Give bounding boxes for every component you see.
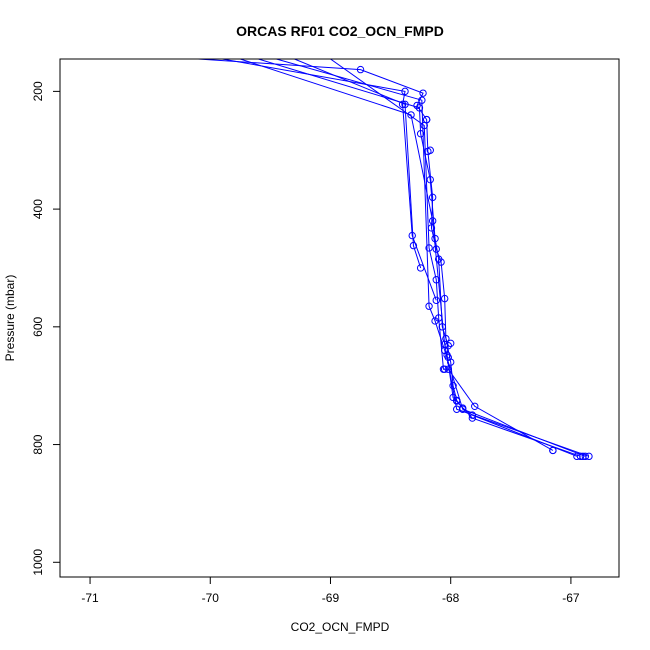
- data-point: [425, 302, 433, 310]
- chart-title: ORCAS RF01 CO2_OCN_FMPD: [236, 23, 444, 39]
- data-point: [444, 353, 452, 362]
- series-line: [330, 59, 554, 451]
- data-point: [418, 96, 426, 104]
- y-tick-label: 400: [31, 199, 45, 219]
- data-point: [428, 217, 437, 225]
- data-point: [398, 100, 407, 109]
- series-line: [240, 59, 590, 457]
- data-point: [471, 402, 479, 410]
- x-tick-label: -67: [562, 591, 580, 605]
- data-point: [409, 241, 418, 250]
- series-line: [276, 59, 586, 457]
- data-point: [453, 397, 461, 405]
- data-point: [401, 87, 409, 96]
- data-point: [413, 101, 421, 110]
- data-point: [579, 452, 587, 461]
- x-tick-label: -69: [322, 591, 340, 605]
- data-point: [419, 89, 427, 97]
- data-point: [415, 104, 424, 112]
- y-axis: 200 400 600 800 1000: [31, 81, 60, 576]
- y-axis-label: Pressure (mbar): [3, 275, 17, 362]
- data-point: [428, 193, 437, 202]
- x-tick-label: -68: [442, 591, 460, 605]
- data-point: [431, 317, 439, 325]
- x-tick-label: -71: [81, 591, 99, 605]
- plot-frame: [59, 58, 620, 578]
- y-tick-label: 200: [31, 81, 45, 101]
- plot-area: [198, 59, 593, 461]
- data-point: [432, 296, 440, 305]
- series-line: [258, 59, 581, 457]
- data-point: [422, 115, 431, 124]
- data-point: [446, 339, 455, 348]
- data-point: [416, 130, 425, 138]
- y-tick-label: 800: [31, 434, 45, 454]
- data-point: [440, 365, 449, 373]
- data-point: [434, 255, 443, 263]
- data-point: [407, 111, 415, 119]
- data-point: [425, 244, 433, 252]
- data-point: [416, 264, 425, 272]
- data-point: [356, 65, 365, 74]
- data-point: [440, 294, 449, 303]
- series-line: [294, 59, 422, 269]
- data-point: [453, 405, 461, 413]
- data-point: [426, 146, 434, 154]
- series-line: [198, 59, 578, 457]
- y-tick-label: 600: [31, 316, 45, 336]
- data-point: [401, 100, 409, 109]
- data-point: [549, 446, 557, 455]
- data-point: [426, 175, 434, 184]
- data-point: [432, 276, 440, 284]
- series-line: [222, 59, 437, 301]
- y-tick-label: 1000: [31, 549, 45, 576]
- x-axis: -71 -70 -69 -68 -67: [81, 577, 580, 605]
- x-axis-label: CO2_OCN_FMPD: [291, 620, 390, 634]
- x-tick-label: -70: [202, 591, 220, 605]
